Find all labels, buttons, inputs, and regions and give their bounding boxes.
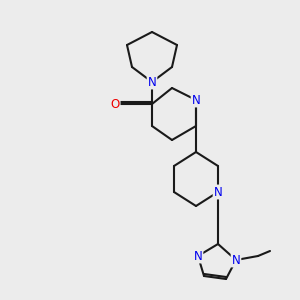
Text: N: N [214, 185, 222, 199]
Text: O: O [110, 98, 120, 110]
Text: N: N [232, 254, 240, 266]
Text: N: N [194, 250, 202, 262]
Text: N: N [192, 94, 200, 106]
Text: N: N [148, 76, 156, 88]
